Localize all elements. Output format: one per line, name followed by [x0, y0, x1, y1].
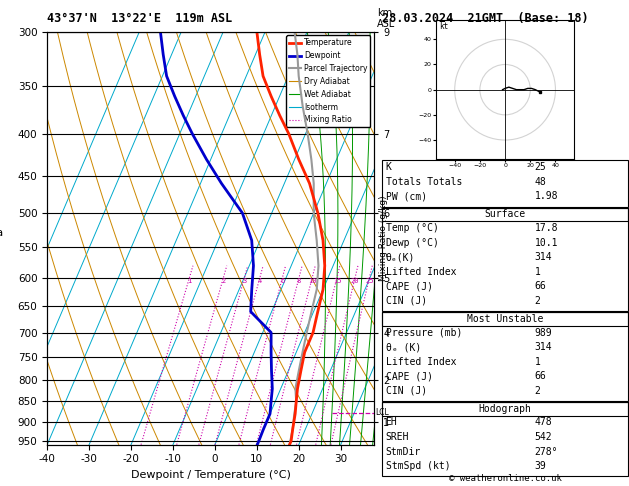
Text: 1: 1 [535, 267, 540, 277]
Text: 15: 15 [333, 278, 341, 284]
Text: CIN (J): CIN (J) [386, 296, 426, 306]
Text: θₑ(K): θₑ(K) [386, 252, 415, 262]
Text: Lifted Index: Lifted Index [386, 357, 456, 367]
Text: 6: 6 [281, 278, 284, 284]
Text: CAPE (J): CAPE (J) [386, 281, 433, 292]
Text: 2: 2 [221, 278, 225, 284]
Text: 48: 48 [535, 177, 546, 187]
Text: 4: 4 [258, 278, 262, 284]
Text: Temp (°C): Temp (°C) [386, 223, 438, 233]
Text: 542: 542 [535, 432, 552, 442]
Text: θₑ (K): θₑ (K) [386, 342, 421, 352]
Text: K: K [386, 162, 391, 173]
Text: StmDir: StmDir [386, 447, 421, 457]
Text: 20: 20 [351, 278, 359, 284]
Text: 8: 8 [297, 278, 301, 284]
Text: 66: 66 [535, 371, 546, 382]
Text: LCL: LCL [375, 408, 389, 417]
Text: Most Unstable: Most Unstable [467, 314, 543, 324]
Text: 2: 2 [535, 386, 540, 396]
Text: © weatheronline.co.uk: © weatheronline.co.uk [448, 473, 562, 483]
Text: Lifted Index: Lifted Index [386, 267, 456, 277]
Text: 17.8: 17.8 [535, 223, 558, 233]
Text: 314: 314 [535, 342, 552, 352]
Text: EH: EH [386, 417, 398, 428]
Text: 2: 2 [535, 296, 540, 306]
Text: 278°: 278° [535, 447, 558, 457]
Text: 314: 314 [535, 252, 552, 262]
Text: 28.03.2024  21GMT  (Base: 18): 28.03.2024 21GMT (Base: 18) [382, 12, 589, 25]
Text: 25: 25 [365, 278, 374, 284]
Text: 1.98: 1.98 [535, 191, 558, 202]
Text: 478: 478 [535, 417, 552, 428]
Text: 989: 989 [535, 328, 552, 338]
Text: 43°37'N  13°22'E  119m ASL: 43°37'N 13°22'E 119m ASL [47, 12, 233, 25]
Text: CAPE (J): CAPE (J) [386, 371, 433, 382]
Y-axis label: hPa: hPa [0, 228, 3, 238]
Text: 3: 3 [242, 278, 247, 284]
Legend: Temperature, Dewpoint, Parcel Trajectory, Dry Adiabat, Wet Adiabat, Isotherm, Mi: Temperature, Dewpoint, Parcel Trajectory… [286, 35, 370, 127]
X-axis label: Dewpoint / Temperature (°C): Dewpoint / Temperature (°C) [131, 470, 291, 480]
Text: Dewp (°C): Dewp (°C) [386, 238, 438, 248]
Text: 1: 1 [187, 278, 191, 284]
Text: Pressure (mb): Pressure (mb) [386, 328, 462, 338]
Text: 39: 39 [535, 461, 546, 471]
Text: kt: kt [440, 22, 449, 31]
Text: CIN (J): CIN (J) [386, 386, 426, 396]
Text: Surface: Surface [484, 209, 526, 220]
Text: StmSpd (kt): StmSpd (kt) [386, 461, 450, 471]
Text: Totals Totals: Totals Totals [386, 177, 462, 187]
Text: 10.1: 10.1 [535, 238, 558, 248]
Text: 10: 10 [308, 278, 316, 284]
Text: PW (cm): PW (cm) [386, 191, 426, 202]
Text: km
ASL: km ASL [377, 8, 396, 29]
Text: 1: 1 [535, 357, 540, 367]
Text: 66: 66 [535, 281, 546, 292]
Text: SREH: SREH [386, 432, 409, 442]
Text: Hodograph: Hodograph [479, 404, 532, 414]
Text: 25: 25 [535, 162, 546, 173]
Text: Mixing Ratio (g/kg): Mixing Ratio (g/kg) [379, 195, 388, 281]
